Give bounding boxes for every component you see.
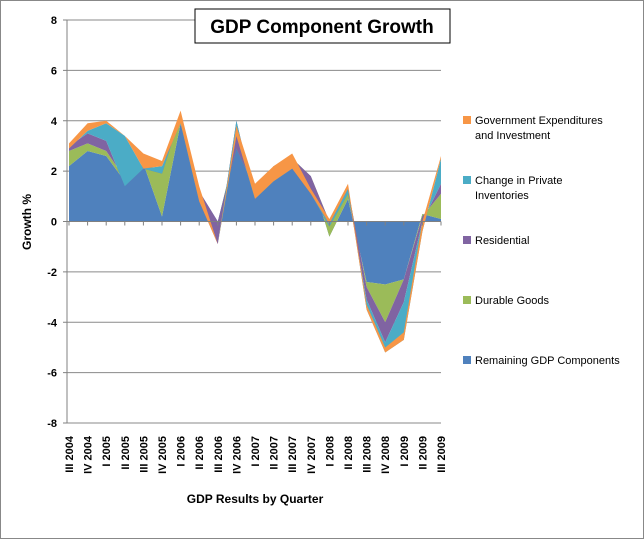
legend-label: Remaining GDP Components: [475, 355, 620, 367]
legend-entry: Government Expenditures and Investment: [463, 115, 603, 142]
x-tick-label: I 2007: [250, 436, 262, 467]
legend-swatch: [463, 116, 471, 124]
x-tick-label: I 2008: [324, 436, 336, 467]
legend-entry: Residential: [463, 235, 529, 247]
legend-swatch: [463, 176, 471, 184]
area-remaining-gdp-components: [69, 123, 441, 285]
legend-label: Change in Private: [475, 175, 562, 187]
x-tick-label: II 2007: [269, 436, 281, 470]
y-tick-label: -8: [47, 418, 57, 430]
x-tick-label: III 2004: [64, 435, 76, 473]
y-tick-label: 4: [51, 116, 58, 128]
x-tick-label: II 2005: [120, 436, 132, 470]
x-tick-label: IV 2005: [157, 436, 169, 474]
legend-label: Durable Goods: [475, 295, 549, 307]
stacked-areas: [69, 110, 441, 353]
x-tick-label: II 2009: [417, 436, 429, 470]
y-tick-label: 2: [51, 166, 57, 178]
y-tick-label: 8: [51, 15, 57, 27]
x-tick-label: IV 2007: [306, 436, 318, 474]
x-tick-label: IV 2004: [83, 435, 95, 474]
legend-entry: Durable Goods: [463, 295, 549, 307]
y-tick-label: 0: [51, 217, 57, 229]
x-tick-label: IV 2008: [380, 436, 392, 474]
x-tick-label: IV 2006: [231, 436, 243, 474]
x-tick-label: I 2009: [399, 436, 411, 467]
x-tick-label: I 2006: [176, 436, 188, 467]
legend-label: and Investment: [475, 130, 550, 142]
x-tick-label: II 2006: [194, 436, 206, 470]
area-change-in-private-inventories: [69, 115, 441, 353]
x-axis-title: GDP Results by Quarter: [187, 492, 324, 506]
axes: [63, 19, 442, 424]
legend-entry: Remaining GDP Components: [463, 355, 620, 367]
legend-label: Residential: [475, 235, 529, 247]
legend-swatch: [463, 236, 471, 244]
legend-label: Government Expenditures: [475, 115, 603, 127]
legend: Government Expenditures and Investment Cha…: [463, 115, 620, 367]
y-tick-label: 6: [51, 65, 57, 77]
x-tick-label: III 2007: [287, 436, 299, 473]
x-tick-label: III 2008: [362, 436, 374, 473]
x-tick-label: II 2008: [343, 436, 355, 470]
legend-entry: Change in Private Inventories: [463, 175, 562, 202]
y-axis-title: Growth %: [20, 194, 34, 250]
legend-swatch: [463, 356, 471, 364]
y-tick-label: -6: [47, 368, 57, 380]
y-tick-label: -4: [47, 317, 58, 329]
legend-swatch: [463, 296, 471, 304]
legend-label: Inventories: [475, 190, 529, 202]
x-tick-label: III 2009: [436, 436, 448, 473]
x-tick-label: I 2005: [101, 436, 113, 467]
chart-title-box: [194, 8, 451, 44]
y-tick-labels: -8 -6 -4 -2 0 2 4 6 8: [47, 15, 58, 430]
chart-title: GDP Component Growth: [210, 17, 433, 38]
x-tick-label: III 2006: [213, 436, 225, 473]
x-tick-labels: III 2004 IV 2004 I 2005 II 2005 III 2005 IV 2…: [64, 435, 448, 474]
x-tick-label: III 2005: [138, 436, 150, 473]
y-tick-label: -2: [47, 267, 57, 279]
